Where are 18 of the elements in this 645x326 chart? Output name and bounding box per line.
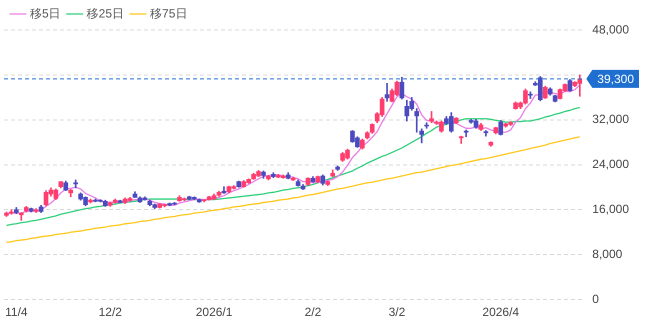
y-tick-label: 0 xyxy=(592,292,600,306)
x-tick-label: 2026/4 xyxy=(482,305,520,320)
x-tick-label: 12/2 xyxy=(98,305,122,320)
y-tick-label: 16,000 xyxy=(592,202,630,216)
ref-line-label: 39,300 xyxy=(597,72,634,86)
y-tick-label: 32,000 xyxy=(592,112,630,126)
candlestick xyxy=(384,83,390,102)
candlestick xyxy=(222,186,226,194)
x-tick-label: 11/4 xyxy=(5,305,28,320)
x-tick-label: 3/2 xyxy=(388,305,406,320)
legend-label: 移25日 xyxy=(86,6,124,20)
x-tick-label: 2026/1 xyxy=(196,305,233,320)
y-tick-label: 48,000 xyxy=(592,22,630,36)
legend-label: 移75日 xyxy=(150,6,188,20)
legend-label: 移5日 xyxy=(30,6,61,20)
y-tick-label: 8,000 xyxy=(592,246,623,261)
x-tick-label: 2/2 xyxy=(304,305,322,320)
y-tick-label: 24,000 xyxy=(592,157,630,172)
